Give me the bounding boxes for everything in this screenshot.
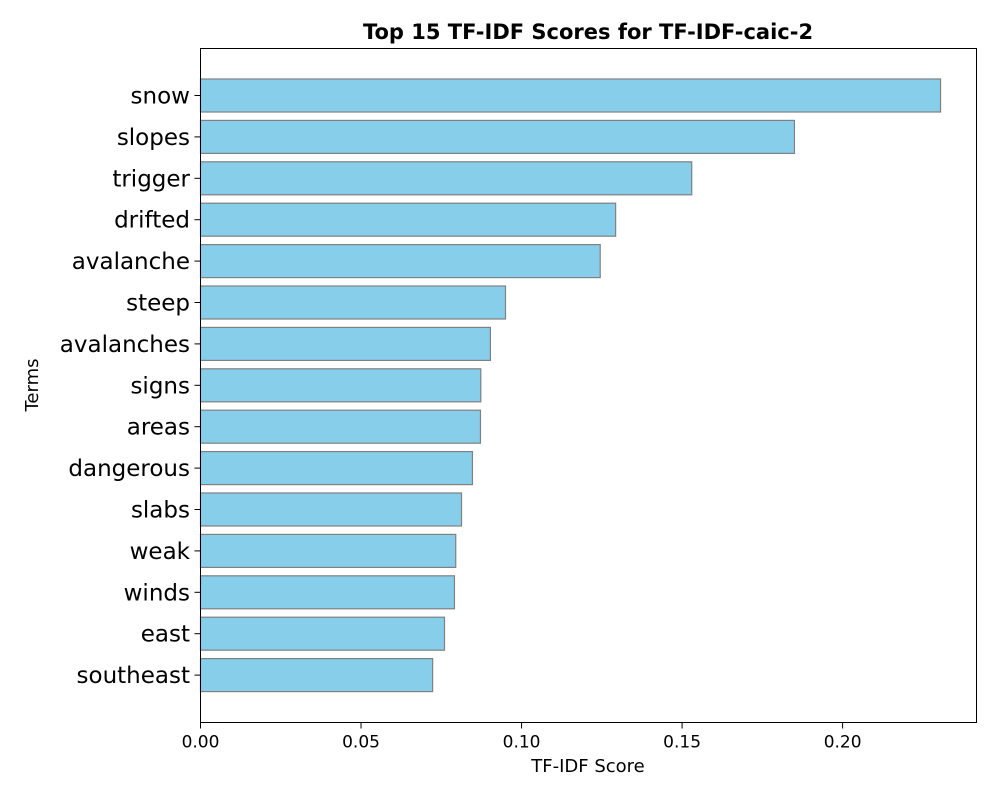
bar-dangerous <box>199 451 474 486</box>
term-label: winds <box>124 580 190 606</box>
term-label: avalanches <box>60 332 190 358</box>
x-tick-label: 0.00 <box>182 733 220 753</box>
term-label: slopes <box>117 125 190 151</box>
x-tick-label: 0.20 <box>824 733 862 753</box>
term-label: southeast <box>77 663 190 689</box>
bar-weak <box>199 533 457 569</box>
term-label: trigger <box>112 166 190 192</box>
term-label: drifted <box>114 208 190 234</box>
bar-avalanches <box>199 326 492 361</box>
term-label: areas <box>127 415 190 441</box>
bar-avalanche <box>199 244 601 279</box>
bar-steep <box>199 285 507 320</box>
plot-frame <box>200 48 977 723</box>
chart-title: Top 15 TF-IDF Scores for TF-IDF-caic-2 <box>363 20 813 44</box>
bar-drifted <box>199 202 617 237</box>
bar-trigger <box>199 161 693 196</box>
term-label: snow <box>131 84 190 110</box>
bar-winds <box>199 575 456 610</box>
x-axis-label: TF-IDF Score <box>530 756 645 777</box>
term-label: east <box>141 622 190 648</box>
x-tick-label: 0.05 <box>342 733 380 753</box>
bar-slabs <box>199 492 463 527</box>
bar-areas <box>199 409 482 444</box>
bar-snow <box>199 78 942 113</box>
term-label: steep <box>126 291 190 317</box>
term-label: slabs <box>131 498 190 524</box>
x-tick-group: 0.00 0.05 0.10 0.15 0.20 <box>182 722 862 753</box>
term-label: dangerous <box>68 456 190 482</box>
bar-southeast <box>199 657 434 693</box>
term-label-group: snow slopes trigger drifted avalanche steep av… <box>60 84 201 689</box>
bar-slopes <box>199 119 796 155</box>
term-label: avalanche <box>72 249 190 275</box>
bar-group <box>199 78 942 693</box>
bar-east <box>199 616 446 651</box>
y-axis-label: Terms <box>22 358 43 412</box>
term-label: signs <box>130 373 190 399</box>
bar-signs <box>199 368 482 403</box>
term-label: weak <box>130 539 191 565</box>
x-tick-label: 0.10 <box>503 733 541 753</box>
x-tick-label: 0.15 <box>663 733 701 753</box>
